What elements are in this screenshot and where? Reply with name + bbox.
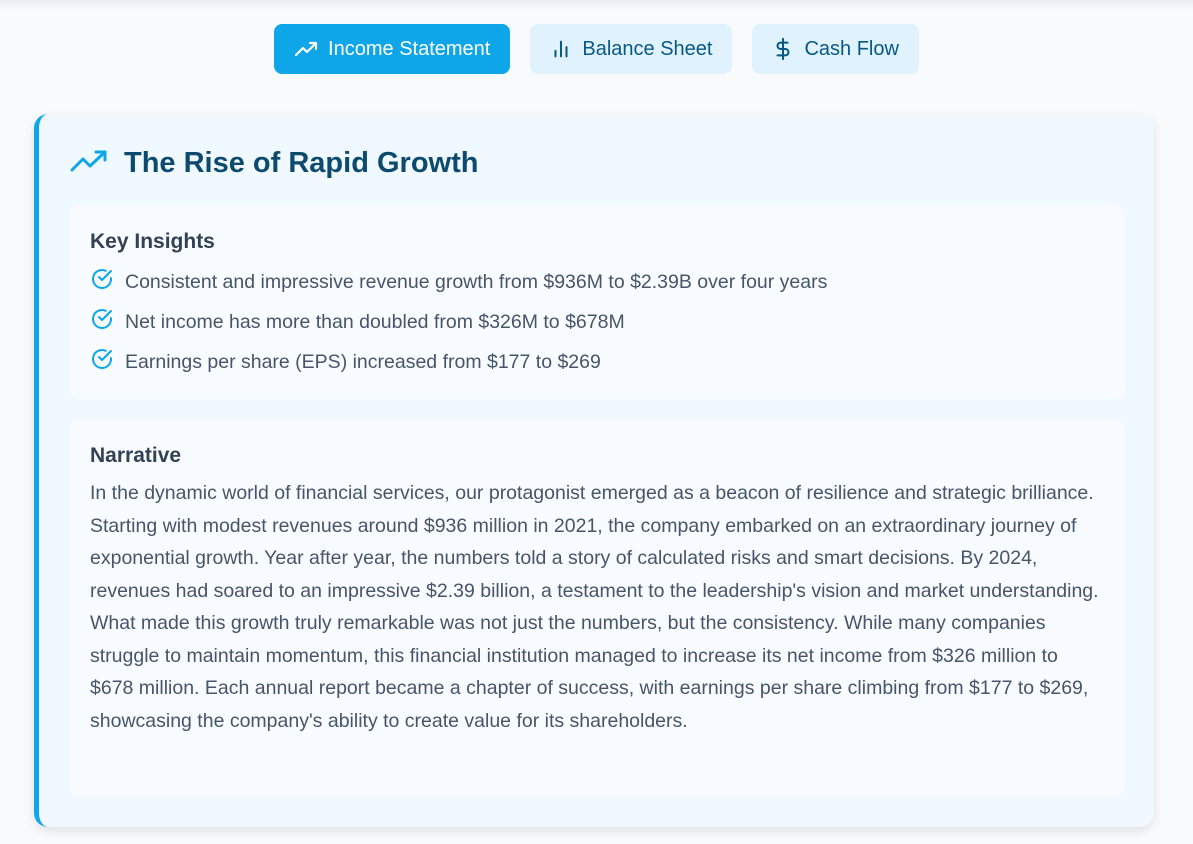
insight-text: Earnings per share (EPS) increased from … — [125, 350, 601, 373]
tab-label: Balance Sheet — [582, 37, 713, 60]
tab-balance-sheet[interactable]: Balance Sheet — [530, 24, 733, 74]
card-title: The Rise of Rapid Growth — [124, 147, 479, 179]
tab-label: Income Statement — [328, 37, 491, 60]
insights-heading: Key Insights — [90, 230, 215, 253]
tab-cash-flow[interactable]: Cash Flow — [752, 24, 919, 74]
insight-text: Consistent and impressive revenue growth… — [125, 270, 828, 293]
insights-list: Consistent and impressive revenue growth… — [90, 262, 1105, 382]
top-shadow — [0, 0, 1193, 10]
trending-up-icon — [294, 37, 318, 61]
check-circle-icon — [90, 267, 114, 297]
check-circle-icon — [90, 347, 114, 377]
tab-label: Cash Flow — [804, 37, 899, 60]
key-insights-panel: Key Insights Consistent and impressive r… — [70, 205, 1125, 399]
tab-income-statement[interactable]: Income Statement — [274, 24, 511, 74]
dollar-sign-icon — [772, 37, 794, 61]
narrative-text: In the dynamic world of financial servic… — [90, 482, 1099, 732]
insight-text: Net income has more than doubled from $3… — [125, 310, 625, 333]
bar-chart-icon — [550, 38, 572, 60]
statement-tabs: Income Statement Balance Sheet Cash Flow — [0, 24, 1193, 74]
card-header: The Rise of Rapid Growth — [70, 146, 478, 181]
list-item: Earnings per share (EPS) increased from … — [90, 342, 1105, 382]
list-item: Consistent and impressive revenue growth… — [90, 262, 1105, 302]
narrative-panel: Narrative In the dynamic world of financ… — [70, 419, 1125, 797]
narrative-heading: Narrative — [90, 444, 182, 467]
list-item: Net income has more than doubled from $3… — [90, 302, 1105, 342]
trending-up-icon — [70, 146, 108, 181]
check-circle-icon — [90, 307, 114, 337]
story-card: The Rise of Rapid Growth Key Insights Co… — [34, 114, 1154, 827]
